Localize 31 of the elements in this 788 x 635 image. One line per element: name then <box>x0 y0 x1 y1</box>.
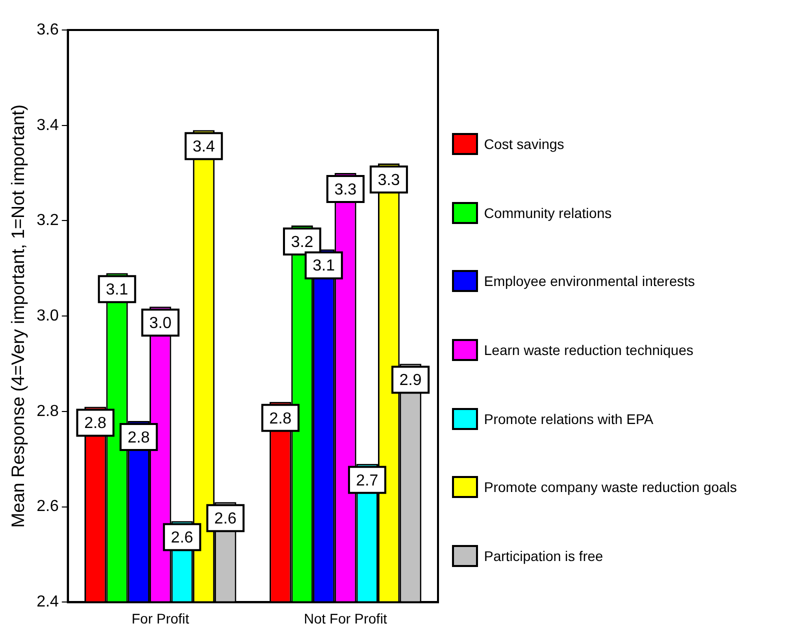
data-label: 3.4 <box>192 138 215 156</box>
data-label: 3.0 <box>149 314 172 332</box>
data-label: 2.8 <box>84 415 107 432</box>
legend-label: Promote company waste reduction goals <box>484 479 737 496</box>
legend-label: Promote relations with EPA <box>484 410 654 427</box>
data-label: 2.9 <box>399 372 422 390</box>
y-tick-label: 3.0 <box>36 308 59 325</box>
y-tick-label: 2.4 <box>36 594 59 611</box>
legend-label: Participation is free <box>484 548 604 564</box>
y-tick-label: 2.8 <box>36 402 59 420</box>
y-tick-label: 3.2 <box>36 212 59 230</box>
data-label: 2.6 <box>170 530 194 547</box>
data-label: 2.8 <box>128 429 150 446</box>
y-tick-label: 2.6 <box>36 498 59 516</box>
x-tick-label: For Profit <box>132 610 190 626</box>
legend-label: Learn waste reduction techniques <box>484 342 694 358</box>
data-label: 3.1 <box>312 258 335 275</box>
legend-label: Employee environmental interests <box>484 273 695 290</box>
data-label: 3.2 <box>290 234 314 251</box>
y-tick-label: 3.4 <box>36 116 59 134</box>
x-tick-label: Not For Profit <box>304 610 388 626</box>
data-label: 2.8 <box>269 410 292 428</box>
legend-label: Community relations <box>484 204 612 221</box>
data-label: 3.3 <box>378 172 400 189</box>
data-label: 3.3 <box>334 181 357 198</box>
data-label: 3.1 <box>106 282 128 299</box>
legend-label: Cost savings <box>484 136 564 152</box>
data-label: 2.7 <box>356 472 378 490</box>
y-axis-title: Mean Response (4=Very important, 1=Not important) <box>8 104 28 528</box>
y-tick-label: 3.6 <box>36 21 59 38</box>
data-label: 2.6 <box>214 510 237 528</box>
